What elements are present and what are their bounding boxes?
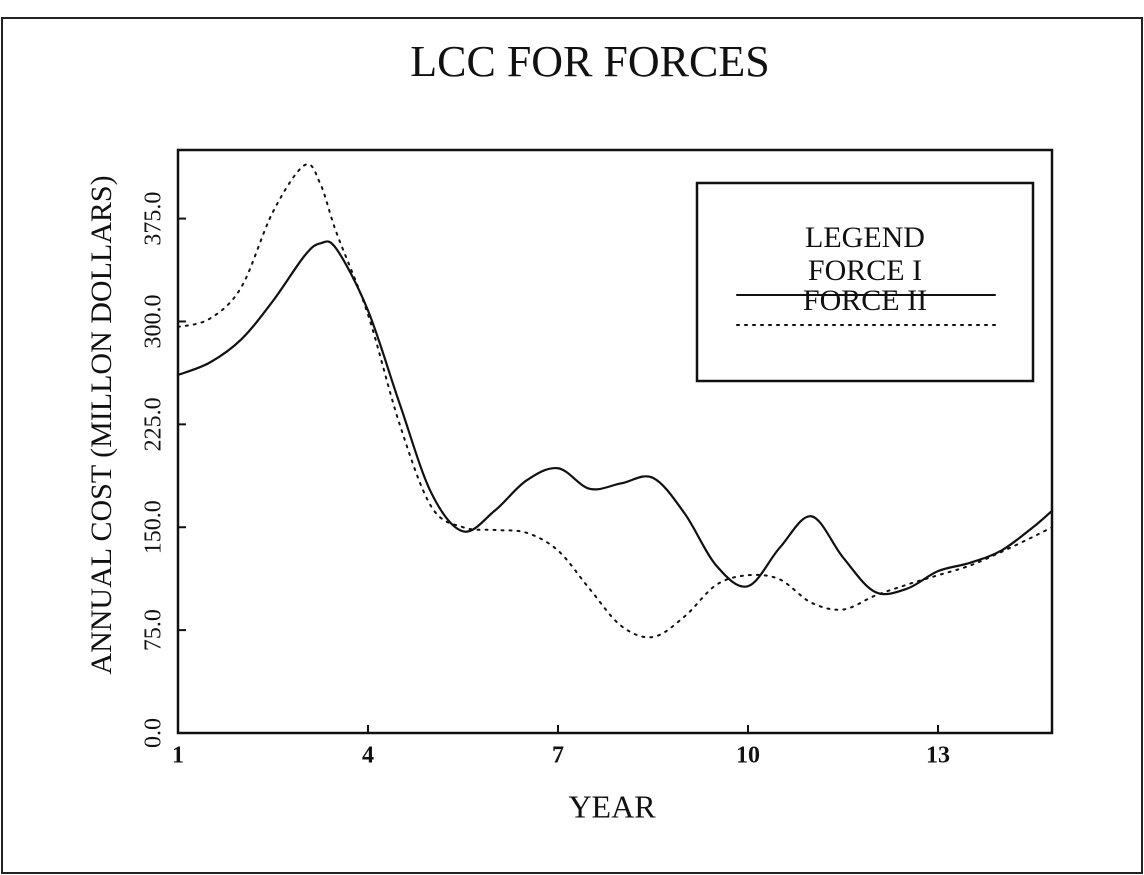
x-axis-label: YEAR: [568, 788, 656, 824]
y-tick-label: 150.0: [141, 500, 167, 554]
legend-title: LEGEND: [805, 221, 925, 254]
y-tick-label: 225.0: [141, 397, 167, 451]
plot-frame: [176, 148, 1054, 735]
y-tick-label: 300.0: [141, 294, 167, 348]
x-tick-label: 4: [362, 743, 374, 769]
series-line: [177, 163, 1053, 639]
chart-title: LCC FOR FORCES: [410, 37, 769, 86]
legend-label: FORCE II: [803, 284, 927, 317]
legend-box: [695, 181, 1035, 383]
y-axis-label: ANNUAL COST (MILLON DOLLARS): [85, 175, 118, 674]
y-tick-label: 75.0: [141, 609, 167, 651]
x-tick-label: 13: [926, 743, 950, 769]
y-tick-label: 0.0: [141, 718, 167, 748]
x-tick-label: 7: [552, 743, 564, 769]
x-tick-label: 1: [172, 743, 184, 769]
page-frame: [1, 17, 1143, 874]
legend-label: FORCE I: [808, 254, 922, 287]
x-tick-label: 10: [736, 743, 760, 769]
y-tick-label: 375.0: [141, 192, 167, 246]
series-line: [176, 240, 1054, 596]
